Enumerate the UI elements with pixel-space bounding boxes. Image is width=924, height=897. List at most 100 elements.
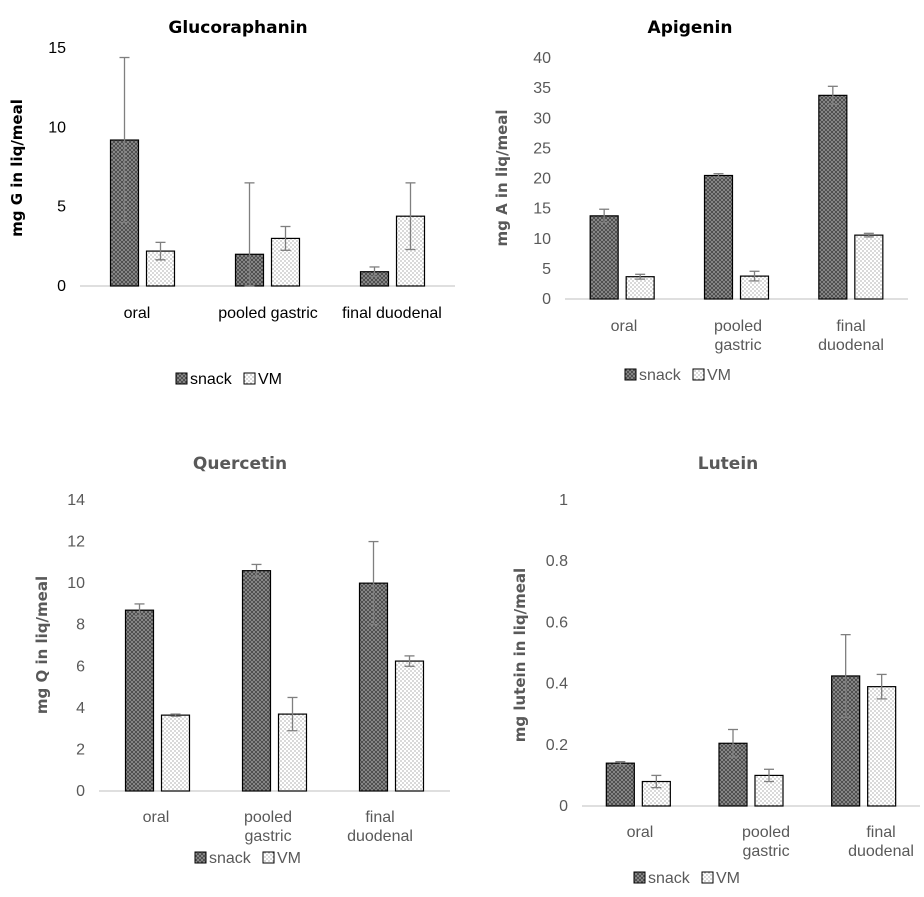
legend-label-vm: VM — [707, 367, 731, 384]
y-tick-label: 10 — [533, 231, 551, 248]
chart-lutein: Lutein mg lutein in liq/meal 0 0.2 0.4 0.6 0.8… — [511, 454, 920, 887]
error-bar — [713, 173, 724, 178]
bar-vm-0 — [625, 276, 655, 300]
bar-vm-2 — [867, 686, 897, 807]
x-category-label: final duodenal — [347, 809, 413, 845]
legend-label-vm: VM — [716, 870, 740, 887]
legend: snack VM — [175, 371, 282, 388]
y-tick-label: 0.2 — [546, 737, 568, 754]
error-bar — [251, 563, 262, 578]
error-bar — [368, 540, 379, 626]
y-axis-label: mg G in liq/meal — [8, 99, 26, 237]
error-bar — [635, 273, 646, 280]
y-tick-label: 35 — [533, 80, 551, 97]
legend-swatch-vm — [243, 372, 256, 385]
legend-swatch-snack — [624, 368, 637, 381]
y-axis-label: mg Q in liq/meal — [33, 576, 51, 714]
y-tick-label: 0 — [57, 278, 66, 295]
error-bar — [134, 603, 145, 618]
y-tick-label: 5 — [542, 261, 551, 278]
x-category-label: pooled gastric — [742, 824, 790, 860]
x-category-label: final duodenal — [848, 824, 914, 860]
y-tick-label: 30 — [533, 110, 551, 127]
y-tick-label: 10 — [67, 575, 85, 592]
bar-snack-0 — [124, 609, 155, 792]
error-bar — [863, 232, 874, 238]
x-category-label: pooled gastric — [218, 305, 318, 322]
y-axis-label: mg A in liq/meal — [493, 109, 511, 246]
y-tick-label: 0.6 — [546, 614, 568, 631]
error-bar — [728, 728, 738, 758]
error-bar — [280, 225, 291, 251]
error-bar — [749, 270, 760, 282]
y-axis-label: mg lutein in liq/meal — [511, 568, 529, 742]
error-bar — [119, 56, 130, 224]
legend-swatch-vm — [701, 871, 714, 884]
legend: snack VM — [194, 850, 301, 867]
error-bar — [651, 774, 662, 789]
error-bar — [876, 673, 887, 700]
y-tick-label: 15 — [48, 40, 66, 57]
x-category-label: pooled gastric — [244, 809, 292, 845]
error-bar — [155, 241, 166, 261]
x-category-label: oral — [627, 824, 654, 841]
y-tick-label: 12 — [67, 534, 85, 551]
y-tick-label: 1 — [559, 492, 568, 509]
legend-label-snack: snack — [209, 850, 252, 867]
legend-label-snack: snack — [190, 371, 233, 388]
error-bar — [170, 713, 181, 717]
y-tick-label: 2 — [76, 741, 85, 758]
error-bar — [369, 266, 380, 278]
legend-label-vm: VM — [277, 850, 301, 867]
error-bar — [599, 208, 610, 224]
legend: snack VM — [633, 870, 740, 887]
error-bar — [405, 182, 416, 251]
x-category-label: oral — [611, 318, 638, 335]
y-tick-label: 25 — [533, 140, 551, 157]
chart-glucoraphanin: Glucoraphanin mg G in liq/meal 0 5 10 15 oral p… — [8, 18, 455, 388]
y-tick-label: 14 — [67, 492, 85, 509]
legend-swatch-snack — [633, 871, 646, 884]
chart-title: Quercetin — [193, 454, 287, 474]
bar-snack-0 — [589, 215, 619, 300]
error-bar — [287, 696, 298, 732]
legend-label-vm: VM — [258, 371, 282, 388]
legend-swatch-vm — [262, 851, 275, 864]
y-tick-label: 40 — [533, 50, 551, 67]
bar-vm-2 — [394, 660, 425, 792]
error-bar — [840, 633, 851, 718]
chart-title: Lutein — [698, 454, 759, 474]
y-tick-label: 0 — [76, 783, 85, 800]
bar-snack-1 — [241, 570, 272, 792]
y-tick-label: 0 — [559, 798, 568, 815]
bar-snack-1 — [703, 174, 734, 300]
legend-swatch-snack — [194, 851, 207, 864]
legend-label-snack: snack — [639, 367, 682, 384]
y-tick-label: 0.8 — [546, 553, 568, 570]
chart-apigenin: Apigenin mg A in liq/meal 0 5 10 15 20 25 30 35 40… — [493, 18, 908, 384]
x-category-label: final duodenal — [818, 318, 884, 354]
error-bar — [244, 182, 255, 287]
x-category-label: pooled gastric — [714, 318, 762, 354]
legend: snack VM — [624, 367, 731, 384]
error-bar — [764, 768, 774, 783]
legend-label-snack: snack — [648, 870, 691, 887]
chart-quercetin: Quercetin mg Q in liq/meal 0 2 4 6 8 10 12 14 oral… — [33, 454, 450, 867]
y-tick-label: 4 — [76, 700, 85, 717]
legend-swatch-snack — [175, 372, 188, 385]
chart-title: Glucoraphanin — [168, 18, 307, 38]
y-tick-label: 0 — [542, 291, 551, 308]
error-bar — [615, 760, 626, 766]
x-category-label: oral — [124, 305, 151, 322]
y-tick-label: 0.4 — [546, 676, 568, 693]
error-bar — [827, 85, 838, 106]
bar-snack-2 — [818, 94, 848, 300]
bar-vm-0 — [160, 714, 191, 792]
error-bar — [404, 655, 415, 667]
y-tick-label: 6 — [76, 658, 85, 675]
y-tick-label: 5 — [57, 199, 66, 216]
y-tick-label: 10 — [48, 119, 66, 136]
legend-swatch-vm — [692, 368, 705, 381]
bar-snack-0 — [605, 762, 635, 807]
